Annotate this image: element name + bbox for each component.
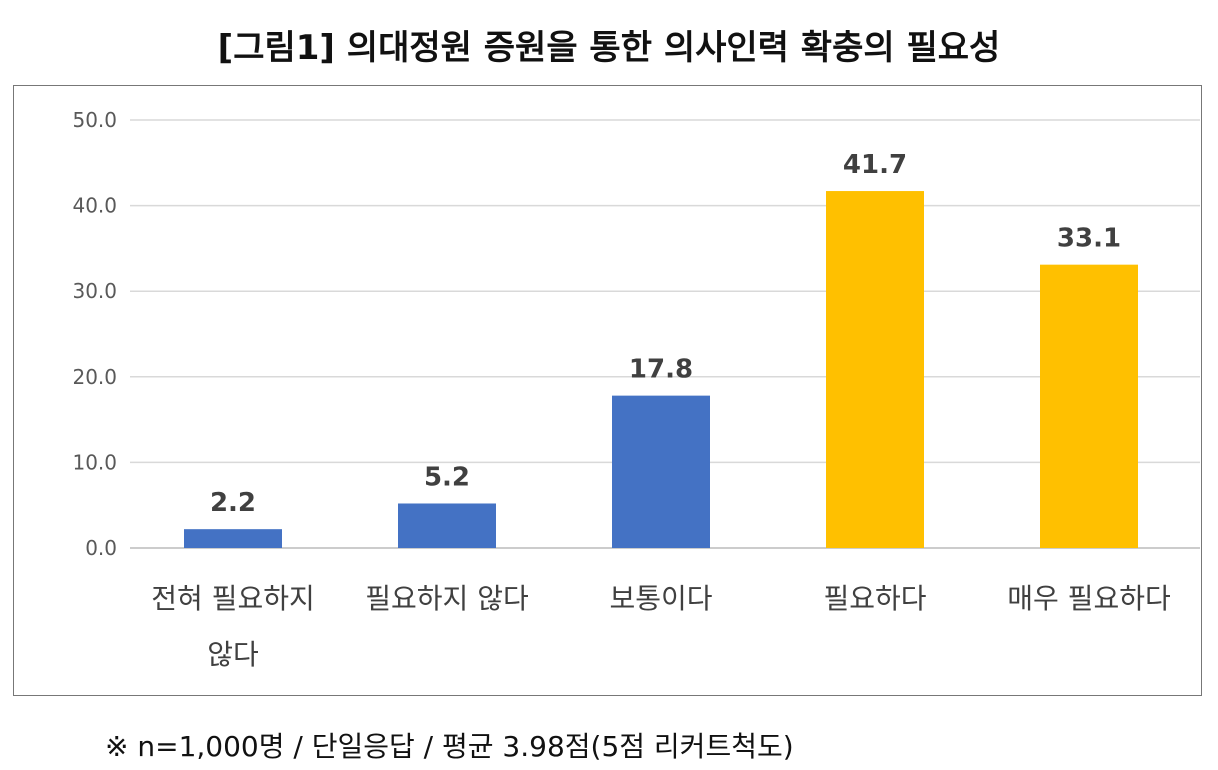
data-label: 5.2 [424,462,470,492]
x-tick-label: 매우 필요하다 [1007,582,1170,615]
x-tick-label: 보통이다 [609,582,712,615]
data-label: 41.7 [843,150,907,180]
x-tick-label: 전혀 필요하지 [151,582,314,615]
x-tick-label: 않다 [207,638,259,671]
y-tick-label: 10.0 [72,450,117,474]
footnote: ※ n=1,000명 / 단일응답 / 평균 3.98점(5점 리커트척도) [105,730,794,763]
bar [1040,264,1138,548]
bar [826,191,924,548]
x-tick-label: 필요하다 [823,582,926,615]
y-tick-label: 40.0 [72,194,117,218]
y-tick-label: 50.0 [72,108,117,132]
y-tick-label: 30.0 [72,279,117,303]
y-tick-label: 20.0 [72,365,117,389]
chart-frame [13,85,1202,696]
bar [184,529,282,548]
x-tick-label: 필요하지 않다 [365,582,528,615]
y-tick-label: 0.0 [85,536,117,560]
chart-title: [그림1] 의대정원 증원을 통한 의사인력 확충의 필요성 [217,28,1001,68]
data-label: 2.2 [210,488,256,518]
data-label: 17.8 [629,355,693,385]
bar [612,395,710,548]
data-label: 33.1 [1057,224,1121,254]
bar [398,503,496,548]
